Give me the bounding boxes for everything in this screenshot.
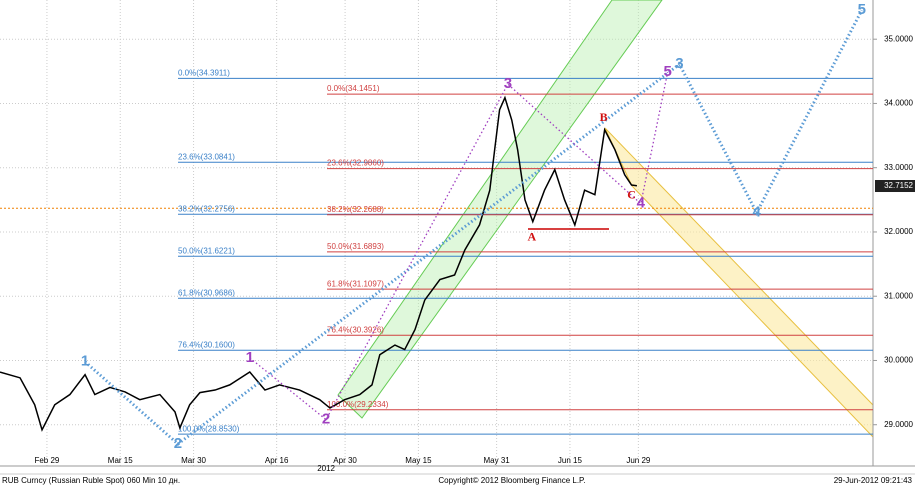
wave-label: 5 — [858, 1, 866, 18]
y-tick-label: 30.0000 — [884, 356, 913, 365]
wave-label: 4 — [752, 204, 761, 221]
y-tick-label: 34.0000 — [884, 99, 913, 108]
y-tick-label: 35.0000 — [884, 34, 913, 43]
fib-label: 76.4%(30.3926) — [327, 325, 384, 334]
green-channel — [337, 0, 663, 419]
wave-label: B — [600, 110, 608, 124]
footer-right: 29-Jun-2012 09:21:43 — [834, 476, 913, 485]
fib-label: 23.6%(32.9860) — [327, 159, 384, 168]
wave-label: 3 — [675, 55, 683, 72]
fib-label: 50.0%(31.6221) — [178, 246, 235, 255]
x-tick-label: Jun 15 — [558, 456, 583, 465]
x-tick-label: Mar 30 — [181, 456, 206, 465]
wave-label: 1 — [246, 349, 254, 366]
x-tick-label: Mar 15 — [108, 456, 133, 465]
fib-label: 76.4%(30.1600) — [178, 340, 235, 349]
fib-label: 0.0%(34.3911) — [178, 68, 230, 77]
fib-label: 0.0%(34.1451) — [327, 84, 380, 93]
y-tick-label: 31.0000 — [884, 291, 913, 300]
wave-label: 3 — [504, 75, 512, 92]
last-price-box — [875, 180, 915, 193]
wave-label: 4 — [637, 195, 646, 212]
fib-label: 61.8%(30.9686) — [178, 288, 235, 297]
y-tick-label: 29.0000 — [884, 420, 913, 429]
fib-label: 50.0%(31.6893) — [327, 242, 384, 251]
wave-label: 5 — [664, 63, 672, 80]
wave-label: 2 — [322, 411, 330, 428]
fib-label: 23.6%(33.0841) — [178, 152, 235, 161]
fib-label: 100.0%(29.2334) — [327, 400, 389, 409]
year-label: 2012 — [317, 464, 335, 473]
price-line — [0, 95, 637, 432]
y-tick-label: 32.0000 — [884, 227, 913, 236]
footer-center: Copyright© 2012 Bloomberg Finance L.P. — [438, 476, 585, 485]
fib-label: 100.0%(28.8530) — [178, 424, 240, 433]
x-tick-label: May 15 — [405, 456, 432, 465]
y-tick-label: 33.0000 — [884, 163, 913, 172]
x-tick-label: Apr 16 — [265, 456, 289, 465]
wave-label: A — [527, 229, 536, 243]
last-price-label: 32.7152 — [884, 181, 913, 190]
wave-path — [84, 9, 864, 446]
x-tick-label: Apr 30 — [333, 456, 357, 465]
fib-label: 38.2%(32.2756) — [178, 204, 235, 213]
fib-label: 38.2%(32.2688) — [327, 205, 384, 214]
x-tick-label: May 31 — [484, 456, 511, 465]
x-tick-label: Feb 29 — [34, 456, 59, 465]
footer-left: RUB Curncy (Russian Ruble Spot) 060 Min … — [2, 476, 180, 485]
wave-label: 2 — [174, 435, 182, 452]
x-tick-label: Jun 29 — [626, 456, 651, 465]
fib-label: 61.8%(31.1097) — [327, 279, 384, 288]
wave-label: 1 — [81, 353, 89, 370]
wave-label: C — [627, 188, 636, 202]
wave-path — [249, 71, 669, 421]
